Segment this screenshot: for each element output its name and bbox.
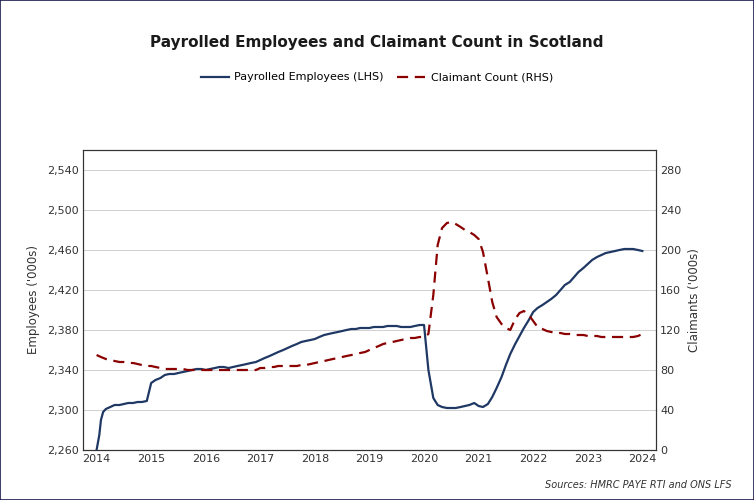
Text: Payrolled Employees and Claimant Count in Scotland: Payrolled Employees and Claimant Count i… [150,35,604,50]
Claimant Count (RHS) [437,225,446,231]
Line: Claimant Count (RHS): Claimant Count (RHS) [97,222,642,370]
Payrolled Employees (LHS) [533,305,542,311]
Payrolled Employees (LHS) [620,246,629,252]
Text: Sources: HMRC PAYE RTI and ONS LFS: Sources: HMRC PAYE RTI and ONS LFS [544,480,731,490]
Legend: Payrolled Employees (LHS), Claimant Count (RHS): Payrolled Employees (LHS), Claimant Coun… [197,68,557,87]
Claimant Count (RHS) [329,356,338,362]
Claimant Count (RHS) [638,331,647,337]
Claimant Count (RHS) [611,334,620,340]
Payrolled Employees (LHS) [242,361,251,367]
Payrolled Employees (LHS) [638,248,647,254]
Y-axis label: Claimants ('000s): Claimants ('000s) [688,248,701,352]
Claimant Count (RHS) [183,367,192,373]
Payrolled Employees (LHS) [92,447,101,453]
Line: Payrolled Employees (LHS): Payrolled Employees (LHS) [97,249,642,450]
Payrolled Employees (LHS) [137,399,146,405]
Payrolled Employees (LHS) [324,331,333,337]
Claimant Count (RHS) [224,367,233,373]
Claimant Count (RHS) [92,352,101,358]
Payrolled Employees (LHS) [146,380,155,386]
Y-axis label: Employees ('000s): Employees ('000s) [27,246,40,354]
Claimant Count (RHS) [447,219,456,225]
Payrolled Employees (LHS) [115,402,124,408]
Claimant Count (RHS) [146,363,155,369]
Claimant Count (RHS) [470,232,479,238]
